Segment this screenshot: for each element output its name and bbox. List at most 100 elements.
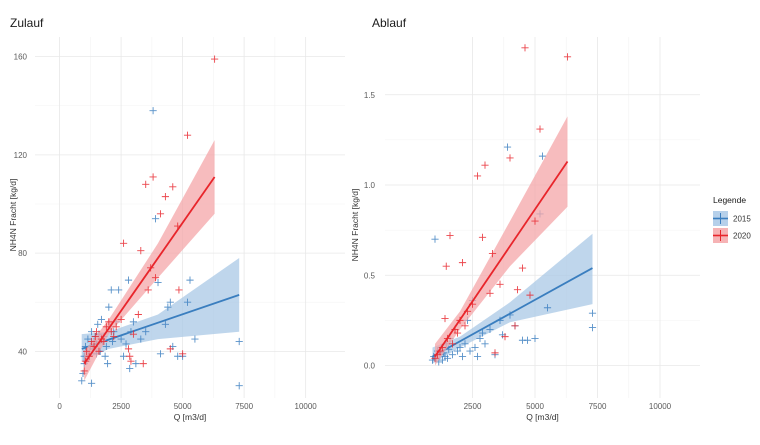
data-point-2020 (100, 337, 108, 346)
data-point-2020 (461, 322, 469, 330)
data-point-2020 (149, 173, 157, 181)
data-point-2015 (154, 278, 162, 287)
data-point-2015 (151, 215, 160, 223)
data-point-2015 (503, 143, 512, 151)
data-point-2015 (588, 324, 597, 332)
y-tick-label: 0.0 (364, 362, 376, 371)
y-tick-label: 1.0 (364, 181, 376, 190)
legend-label-2020: 2020 (733, 232, 751, 241)
y-axis-label: NH4N Fracht [kg/d] (350, 189, 360, 262)
data-point-2015 (471, 343, 479, 352)
data-point-2015 (161, 320, 169, 328)
data-point-2015 (87, 379, 96, 387)
data-point-2020 (151, 274, 160, 282)
y-tick-label: 80 (18, 249, 27, 258)
data-point-2015 (156, 350, 165, 358)
confidence-band-2015 (432, 233, 593, 364)
data-point-2020 (169, 183, 177, 191)
data-point-2020 (481, 161, 489, 169)
data-point-2015 (103, 360, 112, 368)
data-point-2020 (521, 44, 529, 52)
x-tick-label: 0 (57, 402, 62, 411)
data-point-2015 (124, 276, 133, 284)
x-tick-label: 10000 (295, 402, 318, 411)
data-point-2015 (458, 352, 467, 361)
data-point-2015 (476, 334, 484, 343)
data-point-2015 (481, 340, 489, 348)
x-axis-label: Q [m3/d] (174, 412, 207, 422)
data-point-2015 (456, 343, 464, 352)
data-point-2015 (486, 325, 494, 334)
data-point-2020 (134, 310, 142, 319)
series-2020 (80, 55, 219, 381)
data-point-2015 (117, 335, 125, 343)
data-point-2020 (446, 231, 454, 240)
data-point-2015 (122, 340, 130, 348)
data-point-2020 (102, 323, 110, 331)
data-point-2020 (161, 193, 169, 201)
data-point-2020 (95, 347, 103, 355)
regression-line-2020 (83, 176, 216, 365)
data-point-2015 (543, 304, 552, 312)
data-point-2015 (164, 303, 172, 311)
data-point-2020 (183, 131, 192, 139)
data-point-2020 (107, 328, 115, 336)
y-tick-label: 1.5 (364, 91, 376, 100)
data-point-2020 (506, 154, 514, 162)
legend-label-2015: 2015 (733, 215, 751, 224)
data-point-2015 (115, 286, 123, 294)
data-point-2020 (513, 286, 522, 294)
data-point-2020 (531, 217, 539, 225)
data-point-2015 (84, 335, 92, 343)
data-point-2015 (523, 336, 532, 344)
data-point-2020 (442, 262, 450, 270)
data-point-2015 (588, 309, 597, 317)
data-point-2020 (211, 55, 219, 63)
data-point-2020 (112, 323, 120, 331)
x-tick-label: 10000 (649, 402, 672, 411)
data-point-2020 (124, 345, 133, 353)
data-point-2015 (137, 335, 145, 343)
regression-line-2015 (432, 267, 593, 358)
data-point-2015 (102, 342, 110, 351)
data-point-2020 (129, 330, 138, 338)
data-point-2015 (531, 334, 539, 343)
data-point-2020 (448, 340, 457, 348)
data-point-2020 (501, 333, 509, 341)
data-point-2020 (496, 280, 504, 288)
data-point-2015 (107, 286, 115, 294)
data-point-2020 (91, 333, 99, 341)
data-point-2020 (83, 347, 91, 355)
data-point-2015 (183, 298, 192, 306)
data-point-2015 (473, 352, 482, 361)
data-point-2015 (119, 352, 128, 360)
data-point-2020 (137, 247, 145, 255)
confidence-band-2020 (435, 116, 568, 366)
data-point-2020 (126, 352, 134, 360)
data-point-2020 (105, 318, 113, 326)
data-point-2015 (186, 276, 194, 284)
regression-line-2015 (81, 294, 240, 350)
data-point-2015 (478, 329, 487, 337)
data-point-2020 (518, 264, 527, 272)
panel-zulauf: Zulauf 0 2500 5000 7500 10000 40 80 120 160 Q [m3/… (8, 16, 345, 422)
data-point-2015 (461, 340, 469, 348)
data-point-2015 (235, 382, 243, 390)
data-point-2015 (538, 152, 547, 160)
data-point-2020 (526, 291, 534, 299)
data-point-2015 (191, 335, 199, 343)
data-point-2015 (453, 347, 462, 355)
data-point-2015 (78, 377, 86, 385)
data-point-2020 (117, 315, 125, 324)
y-axis-label: NH4N Fracht [kg/d] (8, 179, 18, 252)
data-point-2020 (127, 357, 135, 365)
panel-title: Zulauf (10, 16, 44, 30)
data-point-2020 (536, 125, 544, 133)
data-point-2020 (491, 349, 499, 357)
data-point-2015 (105, 303, 113, 311)
data-point-2020 (87, 337, 96, 346)
data-point-2020 (156, 210, 165, 218)
x-tick-label: 2500 (464, 402, 482, 411)
